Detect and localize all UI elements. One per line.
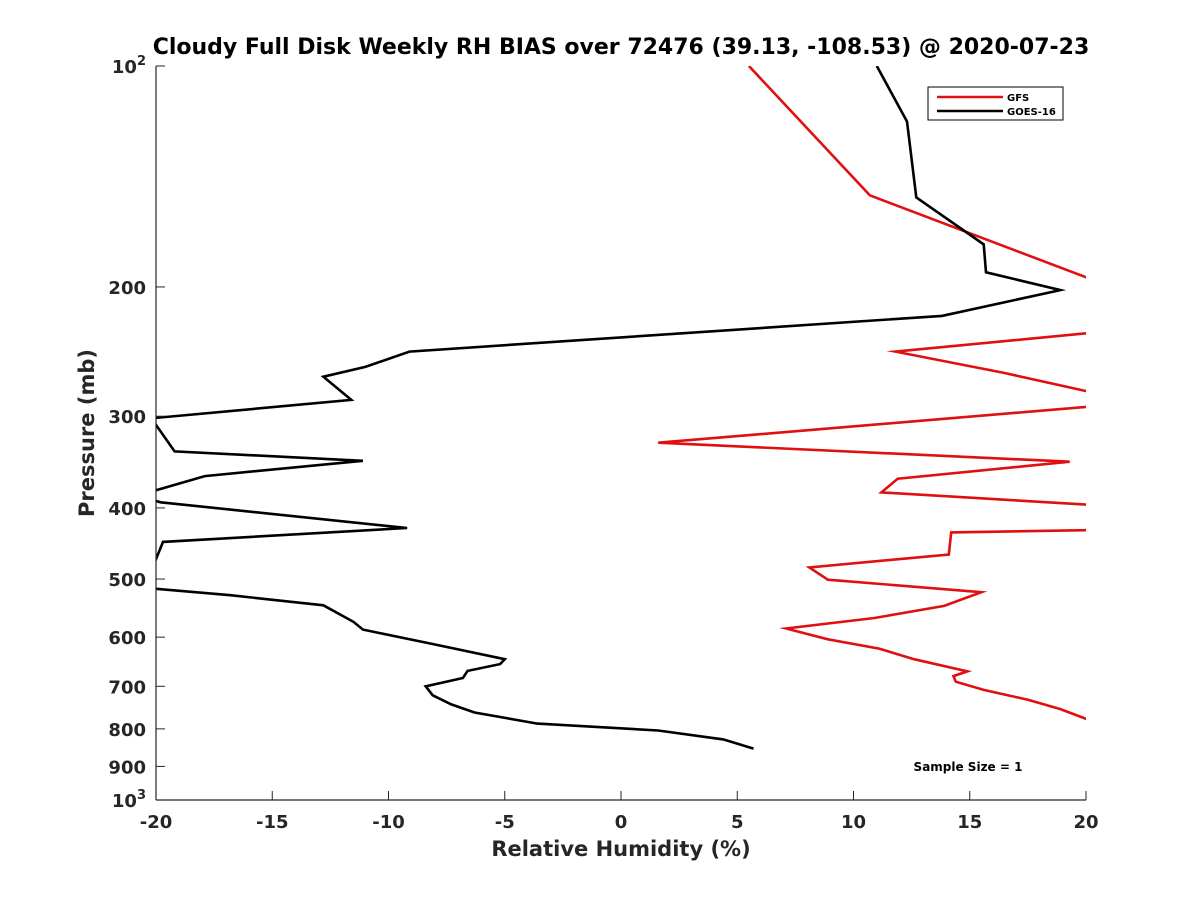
y-tick-label: 500 [108,570,146,591]
y-tick-label: 102 [112,54,146,78]
x-tick-label: 10 [841,812,866,833]
series-line-goes-16 [156,66,1067,750]
sample-size-annotation: Sample Size = 1 [914,760,1023,774]
legend-box [927,86,1064,121]
legend-label-gfs: GFS [1007,93,1029,104]
y-tick-label: 800 [108,720,146,741]
x-tick-label: -5 [495,812,515,833]
x-tick-label: -15 [256,812,289,833]
y-tick-label: 900 [108,757,146,778]
y-tick-label: 200 [108,278,146,299]
legend: GFS GOES-16 [927,86,1064,121]
y-ticks: 102 200 300 400 500 600 700 800 900 103 [108,54,165,812]
y-axis-label: Pressure (mb) [75,349,99,517]
y-tick-label: 600 [108,628,146,649]
x-tick-label: 0 [615,812,628,833]
plot-area [156,66,1086,800]
y-tick-label: 700 [108,677,146,698]
legend-label-goes16: GOES-16 [1007,107,1056,118]
y-tick-label: 400 [108,499,146,520]
x-axis-label: Relative Humidity (%) [491,837,750,861]
chart-title: Cloudy Full Disk Weekly RH BIAS over 724… [153,35,1090,60]
series-line-gfs [658,66,1086,721]
y-tick-label: 103 [112,788,146,812]
y-tick-label: 300 [108,407,146,428]
x-tick-label: 20 [1073,812,1098,833]
series-layer [156,66,1086,750]
x-tick-label: -10 [372,812,405,833]
x-ticks: -20 -15 -10 -5 0 5 10 15 20 [140,791,1099,833]
x-tick-label: 15 [957,812,982,833]
x-tick-label: -20 [140,812,173,833]
x-tick-label: 5 [731,812,744,833]
